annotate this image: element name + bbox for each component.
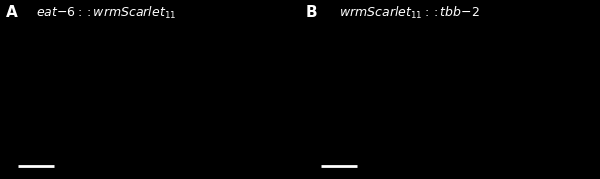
Text: $\it{wrmScarlet_{11}::tbb\mathrm{-}2}$: $\it{wrmScarlet_{11}::tbb\mathrm{-}2}$ — [339, 5, 480, 21]
Text: B: B — [306, 5, 317, 20]
Text: A: A — [6, 5, 18, 20]
Text: $\it{eat\mathrm{-}6::wrmScarlet_{11}}$: $\it{eat\mathrm{-}6::wrmScarlet_{11}}$ — [36, 5, 176, 21]
